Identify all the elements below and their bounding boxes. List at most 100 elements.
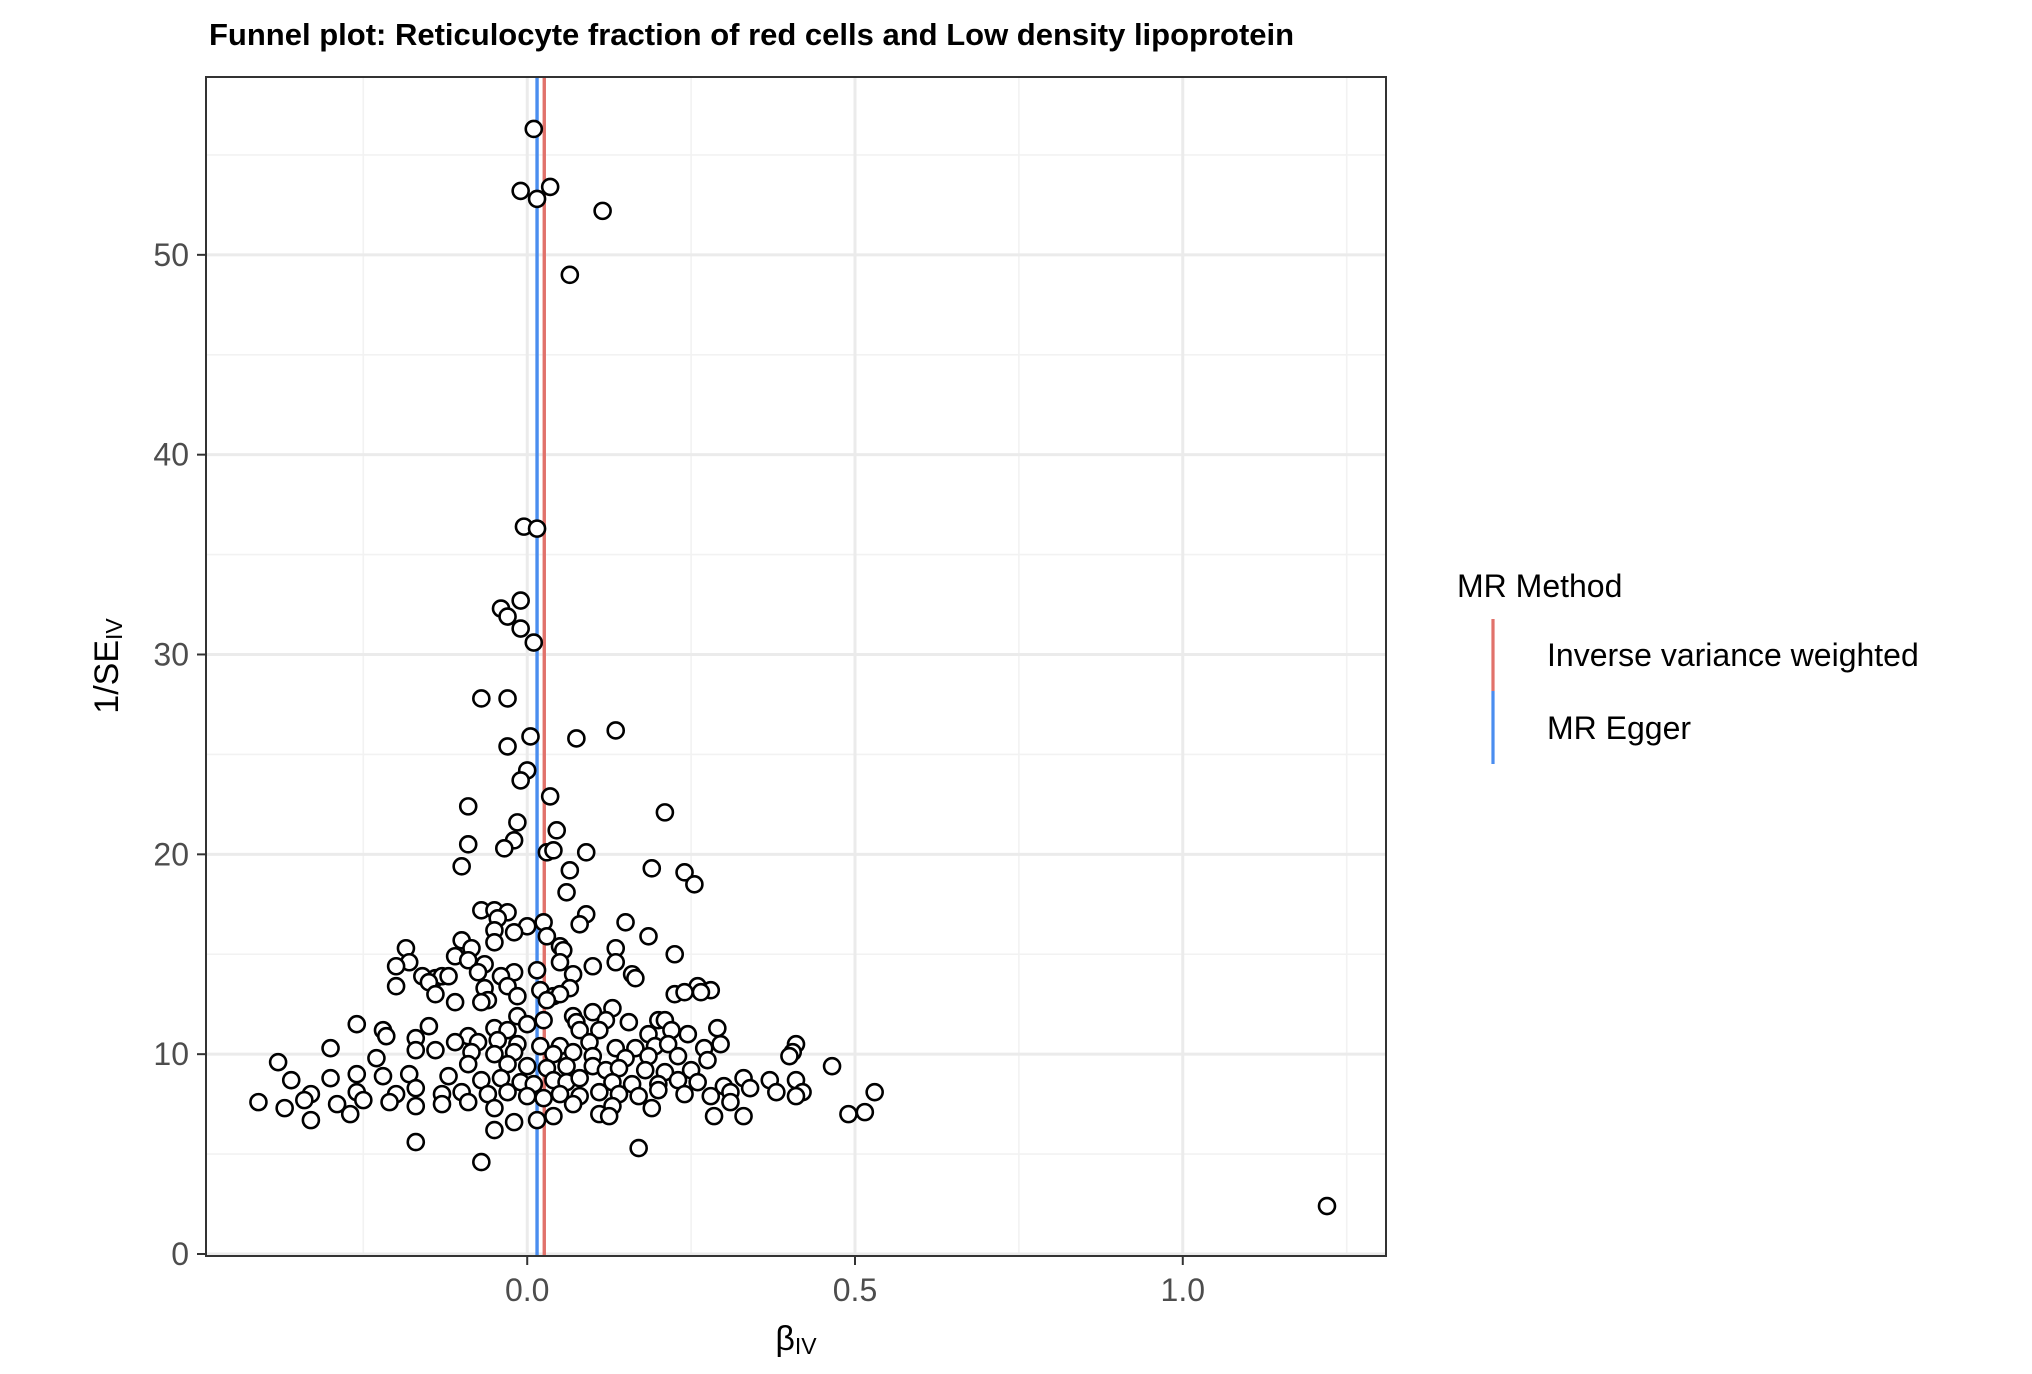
data-point (767, 1082, 786, 1102)
data-point (547, 821, 567, 840)
data-point (511, 181, 530, 201)
data-point (517, 1086, 537, 1106)
data-point (504, 922, 524, 942)
data-point (619, 1012, 639, 1032)
data-point (576, 843, 596, 862)
data-point (498, 607, 517, 626)
data-point (678, 1024, 698, 1044)
data-point (458, 1092, 478, 1112)
x-axis-title: βIV (775, 1320, 817, 1359)
data-point (406, 1132, 426, 1152)
y-tick-label: 30 (153, 637, 189, 673)
data-point (426, 984, 445, 1004)
data-point (540, 787, 560, 806)
data-point (740, 1078, 760, 1098)
data-point (508, 813, 527, 832)
data-point (347, 1014, 367, 1034)
data-point (593, 201, 612, 221)
data-point (668, 1046, 688, 1066)
data-point (599, 1106, 619, 1126)
data-point (367, 1048, 386, 1068)
data-point (406, 1078, 426, 1098)
y-tick-label: 40 (153, 437, 189, 473)
data-point (527, 1110, 547, 1130)
data-point (658, 1034, 678, 1054)
data-point (865, 1082, 884, 1102)
data-point (570, 1020, 589, 1040)
legend: MR Method Inverse variance weighted MR E… (1457, 568, 1919, 764)
data-point (711, 1034, 730, 1054)
data-point (685, 875, 704, 894)
data-point (485, 1120, 504, 1140)
plot-panel (205, 76, 1387, 1257)
data-point (458, 835, 478, 854)
data-point (583, 956, 603, 976)
data-point (560, 861, 580, 880)
data-point (354, 1090, 373, 1110)
data-point (537, 990, 557, 1010)
data-point (822, 1056, 842, 1076)
data-point (494, 839, 514, 858)
data-point (780, 1046, 799, 1066)
x-tick-label: 1.0 (1161, 1272, 1205, 1308)
data-point (550, 952, 570, 972)
data-point (639, 926, 658, 946)
data-point (386, 956, 406, 976)
data-point (439, 966, 458, 986)
data-point (590, 1020, 609, 1040)
data-point (734, 1106, 753, 1126)
data-point (701, 1086, 721, 1106)
y-tick-label: 20 (153, 836, 189, 872)
data-point (557, 1056, 576, 1076)
data-point (635, 1060, 655, 1080)
data-point (445, 992, 465, 1012)
legend-label-ivw: Inverse variance weighted (1547, 637, 1919, 673)
data-point (839, 1104, 858, 1124)
data-point (527, 960, 547, 980)
data-point (675, 1084, 694, 1104)
data-point (534, 1010, 553, 1030)
data-point (508, 986, 527, 1006)
data-point (445, 1032, 465, 1052)
data-point (517, 1014, 537, 1034)
data-point (485, 1044, 504, 1064)
data-point (708, 1018, 727, 1038)
data-point (511, 619, 530, 638)
data-point (406, 1096, 426, 1116)
data-point (498, 737, 517, 756)
data-point (688, 1072, 707, 1092)
data-point (675, 982, 694, 1002)
data-point (534, 1088, 553, 1108)
data-point (373, 1066, 393, 1086)
panel-border (205, 76, 1387, 1257)
data-point (1317, 1196, 1337, 1216)
y-axis-title: 1/SEIV (88, 618, 127, 714)
data-point (327, 1094, 347, 1114)
data-point (649, 1080, 668, 1100)
data-point (380, 1092, 399, 1112)
data-point (249, 1092, 268, 1112)
data-point (567, 729, 586, 748)
data-point (557, 883, 576, 902)
data-point (321, 1038, 340, 1058)
data-point (524, 119, 544, 139)
data-point (419, 1016, 439, 1036)
data-point (655, 803, 675, 822)
data-point (504, 1112, 524, 1132)
data-point (458, 797, 478, 816)
data-point (583, 1002, 603, 1022)
data-point (550, 1084, 570, 1104)
data-point (468, 962, 488, 982)
data-point (301, 1110, 321, 1130)
data-point (544, 1106, 563, 1126)
data-point (527, 189, 547, 209)
data-point (268, 1052, 288, 1072)
data-point (531, 1036, 550, 1056)
data-point (472, 992, 491, 1012)
data-point (376, 1026, 396, 1046)
legend-label-egger: MR Egger (1547, 710, 1691, 746)
data-point (498, 689, 517, 708)
y-tick-label: 0 (171, 1236, 189, 1272)
data-points (249, 119, 1337, 1216)
